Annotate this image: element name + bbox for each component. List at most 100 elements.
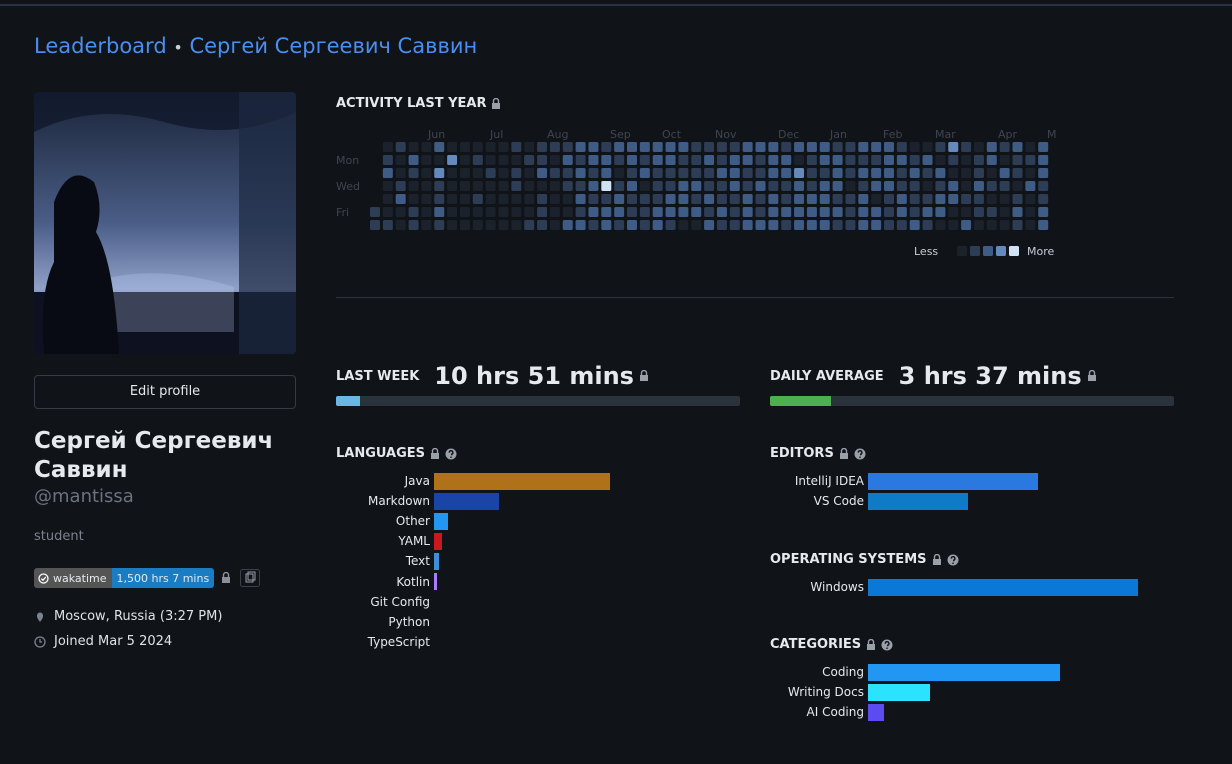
activity-cell [704,194,715,204]
activity-cell [999,155,1010,165]
leaderboard-link[interactable]: Leaderboard [34,34,167,58]
activity-cell [485,220,496,230]
activity-cell [819,207,830,217]
activity-cell [370,207,380,217]
activity-cell [755,194,766,204]
activity-cell [909,207,920,217]
activity-cell [729,207,740,217]
activity-cell [806,207,817,217]
activity-cell [781,220,792,230]
activity-cell [524,207,535,217]
activity-cell [755,220,766,230]
editor-bar [868,472,1039,490]
activity-cell [472,220,483,230]
language-row: YAML [0,531,443,551]
activity-cell [588,155,599,165]
activity-cell [858,181,869,191]
activity-cell [678,220,689,230]
activity-cell [935,194,946,204]
activity-cell [986,220,997,230]
activity-cell [485,142,496,152]
activity-cell [614,155,625,165]
activity-cell [562,220,573,230]
help-icon[interactable] [881,639,893,651]
activity-cell [408,194,419,204]
activity-cell [704,181,715,191]
activity-cell [459,181,470,191]
legend-swatch [957,246,967,256]
badge[interactable]: wakatime 1,500 hrs 7 mins [34,568,215,588]
activity-cell [832,155,843,165]
month-label: Nov [715,128,737,141]
help-icon[interactable] [854,448,866,460]
activity-cell [768,168,779,178]
activity-cell [819,220,830,230]
month-label: Jun [427,128,445,141]
activity-cell [845,155,856,165]
category-label: AI Coding [806,705,864,720]
month-label: Jul [489,128,503,141]
activity-cell [973,155,984,165]
activity-cell [768,181,779,191]
language-bar [434,532,443,550]
activity-cell [986,142,997,152]
activity-cell [652,207,663,217]
language-label: TypeScript [367,634,430,649]
activity-cell [896,194,907,204]
activity-cell [1025,181,1036,191]
category-row: AI Coding [0,702,885,722]
activity-cell [768,207,779,217]
avatar [34,92,296,354]
activity-cell [485,194,496,204]
activity-cell [601,220,612,230]
activity-cell [768,220,779,230]
help-icon[interactable] [947,554,959,566]
language-label: YAML [398,534,430,549]
bio: student [34,529,84,544]
activity-cell [434,194,445,204]
activity-cell [858,207,869,217]
language-row: Kotlin [0,572,437,592]
copy-button[interactable] [240,569,260,587]
activity-cell [922,220,933,230]
activity-cell [858,194,869,204]
activity-cell [665,220,676,230]
activity-cell [652,194,663,204]
activity-cell [691,207,702,217]
activity-cell [871,220,882,230]
activity-cell [716,181,727,191]
activity-cell [678,194,689,204]
activity-cell [781,207,792,217]
activity-cell [447,220,458,230]
profile-link[interactable]: Сергей Сергеевич Саввин [189,34,478,58]
activity-cell [819,181,830,191]
lock-icon [1087,370,1096,381]
activity-cell [472,155,483,165]
activity-cell [986,207,997,217]
help-icon[interactable] [445,448,457,460]
activity-cell [716,155,727,165]
activity-cell [421,194,432,204]
activity-cell [524,220,535,230]
activity-cell [922,194,933,204]
daily-average: DAILY AVERAGE 3 hrs 37 mins [770,362,1097,390]
activity-cell [896,207,907,217]
activity-cell [832,181,843,191]
activity-cell [511,181,522,191]
activity-cell [884,207,894,217]
activity-cell [382,168,393,178]
categories-title: CATEGORIES [770,637,893,652]
edit-profile-button[interactable]: Edit profile [34,375,296,409]
activity-cell [691,142,702,152]
activity-cell [498,220,509,230]
activity-cell [408,181,419,191]
activity-cell [755,155,766,165]
activity-cell [639,207,650,217]
activity-cell [562,142,573,152]
activity-cell [1025,142,1036,152]
activity-cell [896,168,907,178]
activity-cell [588,168,599,178]
activity-cell [511,142,522,152]
category-label: Coding [822,665,864,679]
location: Moscow, Russia (3:27 PM) [34,609,222,624]
